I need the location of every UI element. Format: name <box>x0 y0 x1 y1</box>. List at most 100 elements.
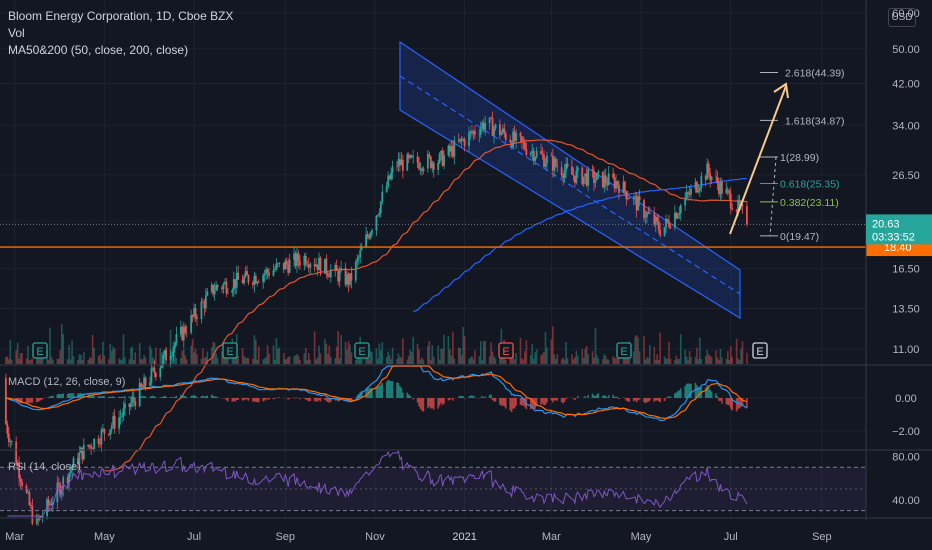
macd-histogram-bar <box>344 398 347 402</box>
x-tick-label: Mar <box>542 531 561 543</box>
candle-body <box>87 444 90 447</box>
candle-body <box>616 181 619 185</box>
candle-body <box>90 445 93 449</box>
y-tick-label: 16.50 <box>892 264 920 276</box>
candle-body <box>99 443 101 445</box>
candle-body <box>709 173 712 181</box>
earnings-marker-label: E <box>36 346 43 358</box>
candle-body <box>453 140 456 157</box>
volume-bar <box>654 359 657 364</box>
volume-bar <box>638 351 641 364</box>
candle-body <box>97 438 100 444</box>
volume-bar <box>327 354 329 364</box>
candle-body <box>340 268 343 271</box>
volume-bar <box>488 356 491 364</box>
volume-bar <box>335 346 338 364</box>
volume-bar <box>131 346 134 364</box>
candle-body <box>478 134 481 136</box>
macd-histogram-bar <box>119 396 122 398</box>
volume-bar <box>677 358 679 364</box>
macd-histogram-bar <box>550 398 553 401</box>
macd-histogram-bar <box>719 398 722 402</box>
candle-body <box>594 180 597 183</box>
candle-body <box>531 150 534 153</box>
fibonacci-extension[interactable]: 2.618(44.39) 1.618(34.87) 1(28.99) 0.618(25… <box>729 68 845 243</box>
volume-bar <box>596 354 598 364</box>
macd-histogram-bar <box>69 393 72 398</box>
ma-legend[interactable]: MA50&200 (50, close, 200, close) <box>8 43 189 57</box>
macd-histogram-bar <box>669 396 672 398</box>
price-label-bg <box>866 214 932 245</box>
candle-body <box>329 269 332 278</box>
candle-body <box>265 269 268 274</box>
volume-bar <box>356 354 359 364</box>
macd-histogram-bar <box>515 398 517 406</box>
candle-body <box>462 139 465 141</box>
candle-body <box>349 273 351 285</box>
macd-histogram-bar <box>243 398 245 401</box>
candle-body <box>246 271 248 276</box>
currency-button[interactable]: USD <box>888 8 916 27</box>
macd-histogram-bar <box>71 393 73 398</box>
volume-bar <box>491 351 494 364</box>
candle-body <box>244 271 247 277</box>
macd-histogram-bar <box>490 394 492 398</box>
macd-histogram-bar <box>500 398 503 406</box>
volume-bar <box>134 352 137 364</box>
macd-histogram-bar <box>265 398 267 400</box>
macd-histogram-bar <box>644 398 647 404</box>
signal-line <box>5 365 748 419</box>
macd-histogram-bar <box>563 398 566 402</box>
candle-body <box>479 127 482 135</box>
macd-histogram-bar <box>130 396 132 398</box>
volume-bar <box>572 359 575 364</box>
candle-body <box>447 145 450 156</box>
candle-body <box>687 192 689 194</box>
macd-histogram-bar <box>491 398 494 401</box>
macd-histogram-bar <box>399 386 401 398</box>
volume-bar <box>406 359 409 364</box>
volume-bar <box>688 350 691 364</box>
macd-histogram-bar <box>253 398 256 402</box>
fib-level-label: 2.618(44.39) <box>785 68 845 80</box>
candle-body <box>304 255 307 265</box>
macd-histogram-bar <box>25 398 28 404</box>
macd-histogram-bar <box>447 398 450 401</box>
volume-bar <box>622 356 625 364</box>
volume-bar <box>294 355 297 364</box>
macd-histogram-bar <box>325 398 328 402</box>
volume-bar <box>102 341 104 364</box>
macd-legend[interactable]: MACD (12, 26, close, 9) <box>8 376 126 388</box>
candle-body <box>194 308 197 318</box>
candle-body <box>657 221 660 230</box>
macd-histogram-bar <box>729 398 732 409</box>
volume-bar <box>457 347 460 364</box>
macd-histogram-bar <box>319 398 322 402</box>
candle-body <box>113 416 116 429</box>
volume-bar <box>665 358 667 364</box>
rsi-legend[interactable]: RSI (14, close) <box>8 461 81 473</box>
volume-bar <box>338 358 341 364</box>
macd-histogram-bar <box>202 395 204 398</box>
volume-bar <box>515 353 517 364</box>
candle-body <box>15 441 18 465</box>
macd-histogram-bar <box>397 382 400 398</box>
volume-bar <box>560 359 563 364</box>
macd-histogram-bar <box>165 396 167 398</box>
candle-body <box>213 290 216 295</box>
volume-legend[interactable]: Vol <box>8 26 25 40</box>
macd-histogram-bar <box>654 398 657 401</box>
volume-bar <box>447 335 450 364</box>
candle-body <box>746 206 748 225</box>
candle-body <box>491 117 494 136</box>
macd-histogram-bar <box>387 379 389 398</box>
candle-body <box>399 159 401 166</box>
candle-body <box>597 171 600 173</box>
candle-body <box>409 155 412 158</box>
volume-bar <box>697 359 700 364</box>
candle-body <box>225 281 228 294</box>
volume-bar <box>504 359 507 364</box>
volume-bar <box>30 359 32 364</box>
